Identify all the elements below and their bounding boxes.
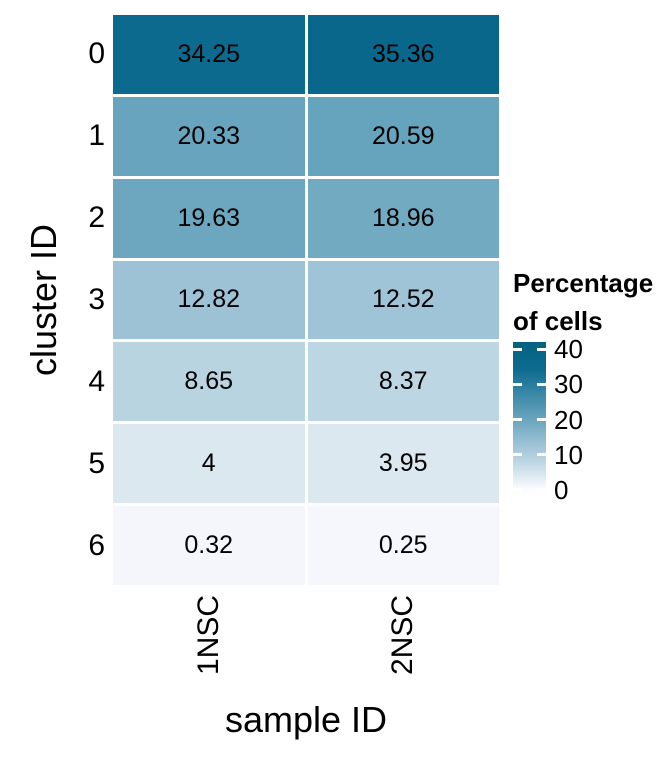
y-tick-label-4: 4: [88, 364, 105, 398]
heatmap-cell-r0-c0: 34.25: [113, 15, 305, 94]
heatmap-cell-r5-c1: 3.95: [307, 424, 499, 504]
legend-title-line2: of cells: [513, 306, 603, 336]
legend-tick-label-30: 30: [554, 369, 583, 400]
heatmap-cell-r2-c0: 19.63: [113, 178, 305, 258]
cell-value-label: 8.37: [378, 367, 428, 396]
cell-value-label: 8.65: [184, 367, 234, 396]
cell-value-label: 20.59: [371, 121, 435, 150]
cell-value-label: 12.82: [177, 285, 241, 314]
legend-tick-mark: [513, 418, 522, 421]
legend-tick-label-20: 20: [554, 404, 583, 435]
x-tick-label-1NSC: 1NSC: [191, 594, 225, 676]
legend-tick-mark: [513, 347, 522, 351]
heatmap-grid: 34.25 35.36 20.33 20.59 19.63 18.96 12.82 12.52…: [113, 15, 499, 585]
legend-title-line1: Percentage: [513, 268, 654, 298]
legend-tick-mark: [537, 453, 546, 457]
legend-tick-mark: [537, 418, 546, 421]
legend-tick-mark: [537, 347, 546, 351]
heatmap-cell-r6-c0: 0.32: [113, 506, 305, 585]
heatmap-cell-r3-c0: 12.82: [113, 260, 305, 340]
y-tick-label-1: 1: [88, 119, 105, 153]
heatmap-cell-r1-c0: 20.33: [113, 96, 305, 176]
heatmap-cell-r0-c1: 35.36: [307, 15, 499, 94]
x-tick-label-2NSC: 2NSC: [386, 594, 420, 676]
x-axis-title: sample ID: [224, 699, 388, 740]
y-tick-label-0: 0: [88, 37, 105, 71]
heatmap-cell-r1-c1: 20.59: [307, 96, 499, 176]
legend-colorbar-wrap: 40 30 20 10 0: [513, 334, 671, 507]
y-tick-label-3: 3: [88, 283, 105, 316]
cell-value-label: 35.36: [371, 39, 435, 68]
legend-tick-label-10: 10: [554, 439, 583, 470]
legend-tick-label-0: 0: [554, 474, 569, 505]
legend-tick-mark: [513, 453, 522, 457]
heatmap-cell-r4-c1: 8.37: [307, 342, 499, 422]
cell-value-label: 0.25: [378, 531, 428, 560]
cell-value-label: 18.96: [371, 203, 435, 232]
cell-value-label: 19.63: [177, 203, 241, 232]
legend-tick-mark: [537, 488, 546, 492]
legend-tick-label-40: 40: [554, 334, 583, 365]
heatmap-cell-r3-c1: 12.52: [307, 260, 499, 340]
cell-value-label: 12.52: [371, 285, 435, 314]
cell-value-label: 3.95: [378, 449, 428, 478]
heatmap-cell-r2-c1: 18.96: [307, 178, 499, 258]
heatmap-cell-r6-c1: 0.25: [307, 506, 499, 585]
y-tick-label-6: 6: [88, 528, 105, 562]
cell-value-label: 0.32: [184, 531, 234, 560]
cell-value-label: 4: [201, 449, 216, 478]
cell-value-label: 20.33: [177, 121, 241, 150]
legend-tick-mark: [513, 488, 522, 492]
y-tick-label-5: 5: [88, 446, 105, 480]
legend-tick-mark: [537, 382, 546, 386]
y-tick-label-2: 2: [88, 201, 105, 235]
heatmap-cell-r4-c0: 8.65: [113, 342, 305, 422]
cell-value-label: 34.25: [177, 39, 241, 68]
legend: Percentage of cells 40 30 20 10 0: [513, 264, 671, 507]
heatmap-cell-r5-c0: 4: [113, 424, 305, 504]
legend-tick-mark: [513, 382, 522, 386]
